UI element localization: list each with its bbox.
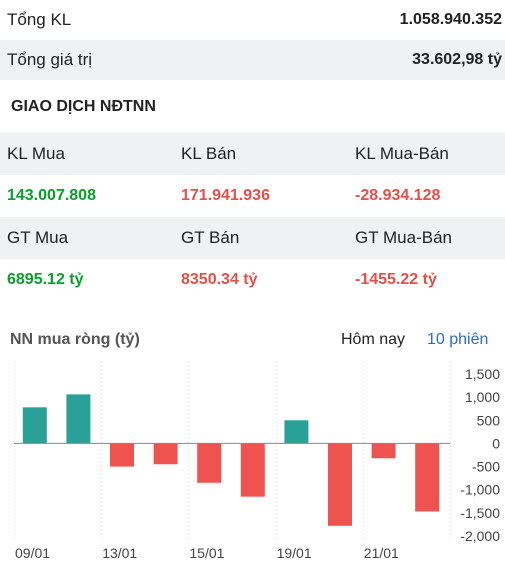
y-tick-label: 1,500	[465, 366, 500, 382]
tab-10-sessions[interactable]: 10 phiên	[427, 331, 489, 348]
x-tick-label: 13/01	[102, 545, 137, 561]
total-volume-row: Tổng KL 1.058.940.352	[0, 0, 505, 40]
bar[interactable]	[415, 443, 440, 512]
net-value-label: GT Mua-Bán	[355, 228, 453, 247]
y-tick-label: -500	[472, 459, 500, 475]
bar[interactable]	[110, 443, 134, 467]
chart-bars	[22, 394, 440, 526]
net-value-value: -1455.22 tỷ	[355, 271, 437, 288]
sell-value-value: 8350.34 tỷ	[181, 271, 258, 288]
y-tick-label: -1,500	[460, 505, 500, 521]
tab-today[interactable]: Hôm nay	[341, 331, 406, 348]
net-volume-value: -28.934.128	[355, 187, 441, 204]
x-tick-label: 21/01	[364, 545, 399, 561]
bar[interactable]	[240, 443, 265, 497]
buy-value-label: GT Mua	[7, 228, 69, 247]
buy-volume-value: 143.007.808	[7, 187, 96, 204]
total-volume-value: 1.058.940.352	[399, 11, 502, 28]
value-value-row: 6895.12 tỷ 8350.34 tỷ -1455.22 tỷ	[0, 259, 505, 301]
bar[interactable]	[66, 394, 91, 444]
chart-grid	[14, 362, 451, 540]
total-volume-label: Tổng KL	[7, 10, 72, 29]
chart-header: NN mua ròng (tỷ) Hôm nay 10 phiên	[0, 322, 505, 362]
chart-axes: 1,500 1,000 500 0 -500 -1,000 -1,500 -2,000 09/0…	[14, 366, 500, 561]
y-tick-label: -2,000	[460, 528, 500, 544]
sell-value-label: GT Bán	[181, 228, 240, 247]
net-volume-label: KL Mua-Bán	[355, 144, 449, 163]
total-value-label: Tổng giá trị	[7, 50, 93, 69]
y-tick-label: 1,000	[465, 389, 500, 405]
volume-value-row: 143.007.808 171.941.936 -28.934.128	[0, 175, 505, 217]
total-value-value: 33.602,98 tỷ	[412, 51, 502, 68]
bar[interactable]	[328, 443, 352, 526]
value-header-row: GT Mua GT Bán GT Mua-Bán	[0, 217, 505, 259]
x-tick-label: 09/01	[15, 545, 50, 561]
volume-header-row: KL Mua KL Bán KL Mua-Bán	[0, 133, 505, 175]
bar[interactable]	[371, 443, 396, 459]
bar[interactable]	[22, 407, 47, 444]
chart-title: NN mua ròng (tỷ)	[10, 331, 140, 348]
sell-volume-value: 171.941.936	[181, 187, 270, 204]
buy-volume-label: KL Mua	[7, 144, 65, 163]
foreign-trading-title: GIAO DỊCH NĐTNN	[0, 80, 505, 133]
total-value-row: Tổng giá trị 33.602,98 tỷ	[0, 40, 505, 80]
buy-value-value: 6895.12 tỷ	[7, 271, 84, 288]
sell-volume-label: KL Bán	[181, 144, 237, 163]
y-tick-label: 0	[492, 435, 500, 451]
y-tick-label: 500	[477, 412, 501, 428]
bar[interactable]	[197, 443, 222, 483]
x-tick-label: 15/01	[189, 545, 224, 561]
bar[interactable]	[284, 420, 309, 444]
x-tick-label: 19/01	[277, 545, 312, 561]
bar[interactable]	[153, 443, 178, 465]
y-tick-label: -1,000	[460, 482, 500, 498]
net-buy-chart: 1,500 1,000 500 0 -500 -1,000 -1,500 -2,000 09/0…	[14, 362, 500, 561]
